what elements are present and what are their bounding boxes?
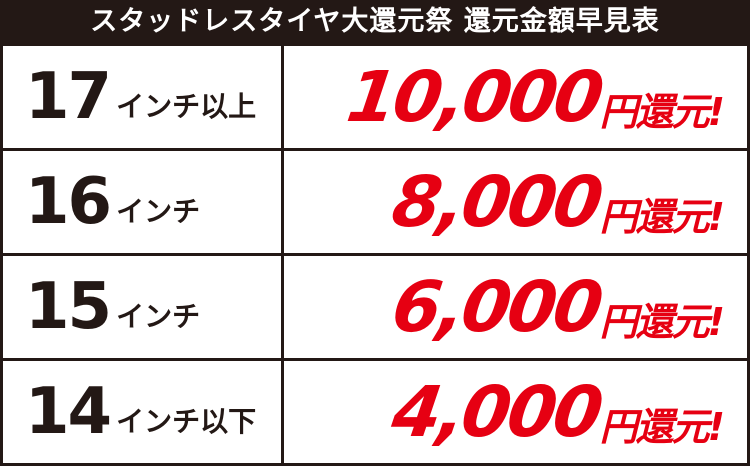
table-row: 17 インチ以上 10,000 円還元! (3, 46, 747, 148)
rebate-amount: 4,000 (387, 371, 606, 453)
rebate-unit: 円還元! (599, 194, 725, 239)
tire-size-suffix: インチ以下 (116, 405, 257, 438)
tire-size-cell: 15 インチ (3, 256, 281, 358)
rebate-unit: 円還元! (599, 404, 725, 449)
rebate-cell: 8,000 円還元! (284, 151, 747, 253)
tire-size-suffix: インチ (116, 300, 201, 333)
page-title: スタッドレスタイヤ大還元祭 還元金額早見表 (90, 6, 660, 37)
tire-size: 14 (25, 375, 112, 449)
tire-size: 16 (25, 165, 112, 239)
tire-size-cell: 14 インチ以下 (3, 361, 281, 463)
tire-size: 15 (25, 270, 112, 344)
rebate-amount: 8,000 (387, 161, 606, 243)
rebate-cell: 10,000 円還元! (284, 46, 747, 148)
rebate-amount: 10,000 (341, 56, 606, 138)
tire-size-cell: 17 インチ以上 (3, 46, 281, 148)
tire-size-suffix: インチ (116, 195, 201, 228)
table-row: 16 インチ 8,000 円還元! (3, 151, 747, 253)
table-row: 15 インチ 6,000 円還元! (3, 256, 747, 358)
rebate-table: 17 インチ以上 10,000 円還元! 16 インチ 8,000 円還元! 15 インチ… (3, 46, 747, 463)
rebate-cell: 4,000 円還元! (284, 361, 747, 463)
rebate-cell: 6,000 円還元! (284, 256, 747, 358)
tire-size-cell: 16 インチ (3, 151, 281, 253)
table-row: 14 インチ以下 4,000 円還元! (3, 361, 747, 463)
rebate-unit: 円還元! (599, 299, 725, 344)
rebate-unit: 円還元! (599, 89, 725, 134)
rebate-amount: 6,000 (387, 266, 606, 348)
tire-size: 17 (25, 60, 112, 134)
tire-size-suffix: インチ以上 (116, 90, 257, 123)
